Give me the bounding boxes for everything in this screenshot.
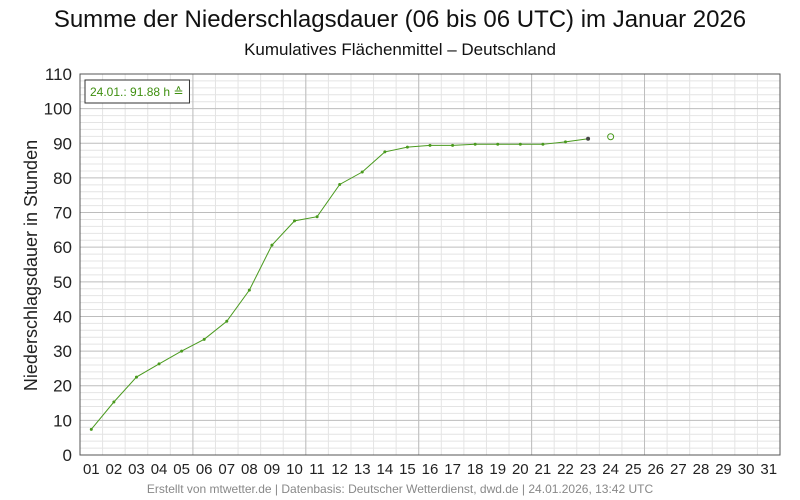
x-tick-label: 24 [602,461,619,478]
x-tick-label: 08 [241,461,258,478]
x-tick-label: 30 [738,461,755,478]
data-point [541,142,545,146]
footer-credits: Erstellt von mtwetter.de | Datenbasis: D… [146,482,654,496]
y-tick-label: 30 [53,342,72,361]
data-point [518,142,522,146]
x-tick-label: 19 [489,461,506,478]
data-point [586,136,591,141]
data-point [134,375,138,379]
x-tick-label: 01 [83,461,100,478]
x-tick-label: 29 [715,461,732,478]
y-tick-label: 100 [44,100,72,119]
y-tick-label: 60 [53,238,72,257]
x-tick-label: 07 [218,461,235,478]
y-tick-label: 10 [53,411,72,430]
y-tick-label: 50 [53,273,72,292]
x-tick-label: 05 [173,461,190,478]
data-point [338,182,342,186]
y-tick-label: 0 [63,446,72,465]
chart-title: Summe der Niederschlagsdauer (06 bis 06 … [53,6,747,33]
x-tick-label: 26 [647,461,664,478]
x-tick-label: 23 [580,461,597,478]
x-tick-label: 20 [512,461,529,478]
plot-frame [79,73,781,456]
y-tick-label: 70 [53,204,72,223]
y-tick-label: 110 [45,65,72,84]
x-tick-label: 12 [331,461,348,478]
x-tick-label: 13 [354,461,371,478]
data-point [360,170,364,174]
x-tick-label: 16 [422,461,439,478]
x-tick-label: 25 [625,461,642,478]
data-point [180,349,184,353]
y-tick-label: 80 [53,169,72,188]
data-point [202,337,206,341]
current-value-marker [607,133,615,141]
data-point [428,143,432,147]
y-axis-label: Niederschlagsdauer in Stunden [21,140,41,391]
x-tick-label: 02 [106,461,123,478]
x-tick-label: 27 [670,461,687,478]
chart-subtitle: Kumulatives Flächenmittel – Deutschland [244,40,556,59]
data-point [247,288,251,292]
x-tick-label: 15 [399,461,416,478]
data-point [293,219,297,223]
x-tick-label: 31 [760,461,777,478]
y-tick-label: 90 [53,134,72,153]
x-tick-label: 09 [264,461,281,478]
x-tick-label: 17 [444,461,461,478]
annotation-box [84,79,190,104]
y-tick-label: 40 [53,307,72,326]
x-tick-label: 11 [309,461,325,478]
data-point [473,142,477,146]
data-point [89,427,93,431]
x-tick-label: 22 [557,461,574,478]
data-point [383,150,387,154]
x-tick-label: 10 [286,461,303,478]
data-point [112,400,116,404]
data-point [225,319,229,323]
data-point [496,142,500,146]
x-tick-label: 18 [467,461,484,478]
current-value-annotation: 24.01.: 91.88 h ≙ [90,85,183,99]
x-tick-label: 04 [151,461,168,478]
data-point [451,143,455,147]
data-point [315,215,319,219]
data-point [405,145,409,149]
data-point [270,243,274,247]
x-tick-label: 03 [128,461,145,478]
x-tick-label: 06 [196,461,213,478]
data-point [157,362,161,366]
x-tick-label: 28 [693,461,710,478]
x-tick-label: 14 [376,461,393,478]
x-tick-label: 21 [535,461,552,478]
y-tick-label: 20 [53,377,72,396]
data-point [563,140,567,144]
